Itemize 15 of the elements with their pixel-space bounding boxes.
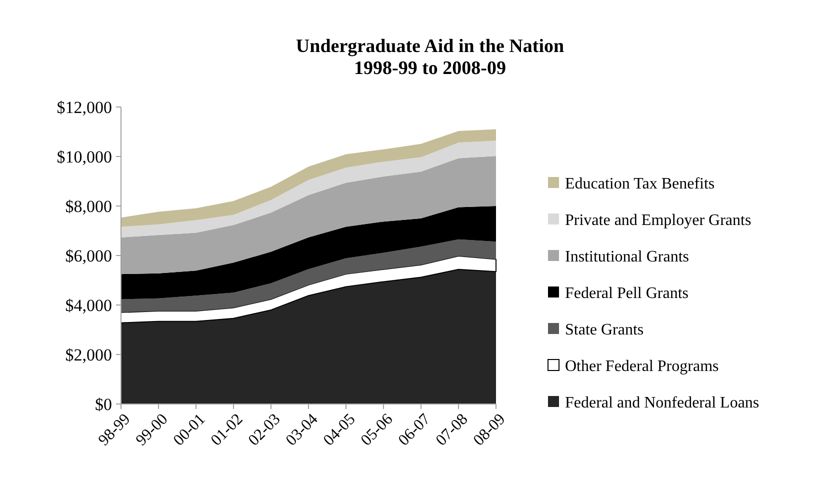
y-tick-label: $0 xyxy=(95,394,112,414)
legend-label: Federal and Nonfederal Loans xyxy=(565,394,760,412)
legend-label: State Grants xyxy=(565,322,644,339)
y-tick-label: $8,000 xyxy=(65,196,112,216)
y-tick-label: $2,000 xyxy=(65,345,112,364)
legend-label: Private and Employer Grants xyxy=(565,212,752,230)
y-tick-label: $4,000 xyxy=(65,296,112,315)
y-tick-label: $10,000 xyxy=(56,147,112,166)
legend-label: Institutional Grants xyxy=(565,248,689,266)
y-tick-label: $6,000 xyxy=(65,246,112,266)
legend-label: Federal Pell Grants xyxy=(565,285,689,302)
legend-label: Education Tax Benefits xyxy=(565,176,715,193)
y-tick-label: $12,000 xyxy=(56,98,112,117)
chart-title: Undergraduate Aid in the Nation 1998-99 to 2008-09 xyxy=(296,36,564,79)
legend-label: Other Federal Programs xyxy=(565,358,719,376)
